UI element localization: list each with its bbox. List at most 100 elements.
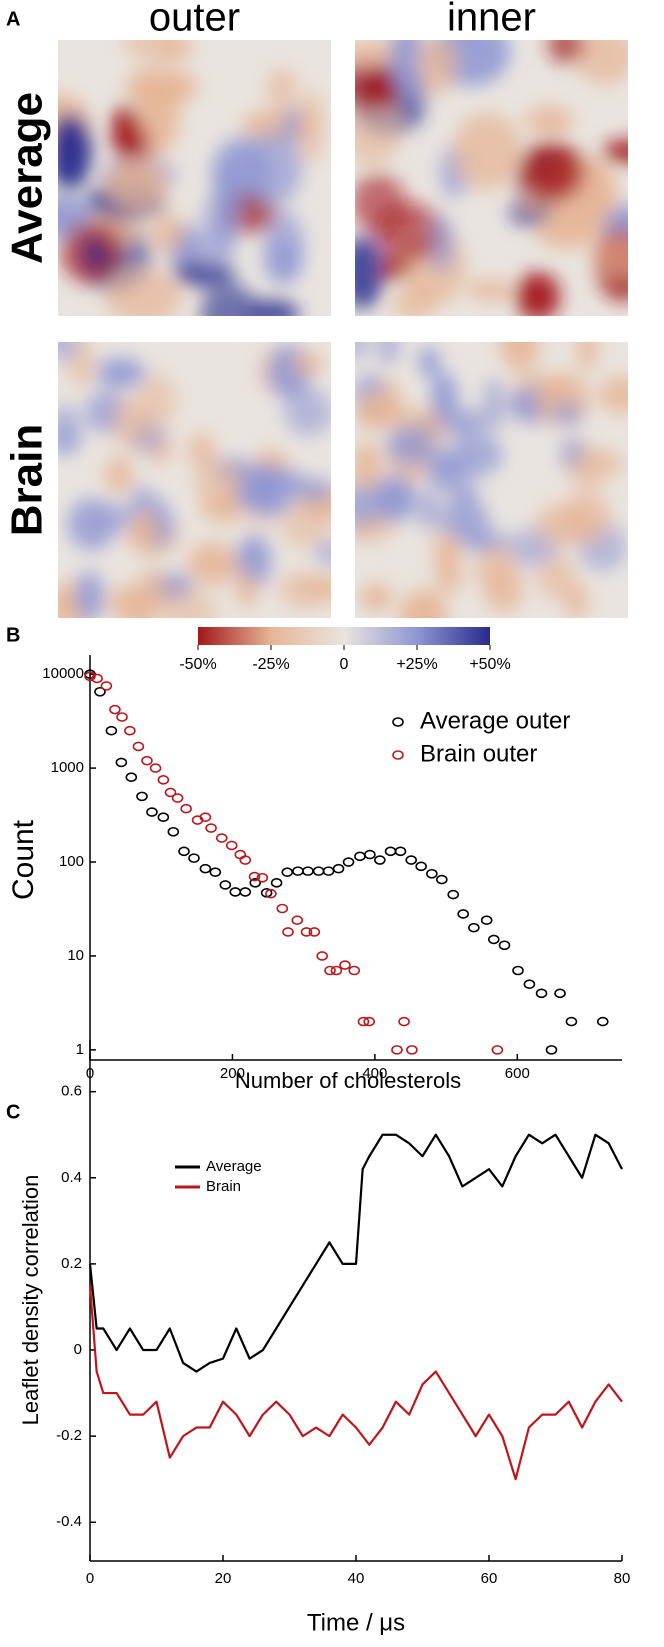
point [332, 863, 345, 874]
heatmap-panel [58, 342, 331, 618]
legend-label: Brain [206, 1178, 241, 1195]
point [488, 934, 500, 945]
point [447, 889, 460, 900]
x-tick-label: 80 [614, 1570, 631, 1587]
colorbar [198, 627, 490, 645]
y-tick-label: 100 [59, 853, 84, 870]
point [292, 866, 304, 876]
point [339, 960, 351, 970]
heatmap-panel [58, 40, 331, 316]
point [164, 787, 177, 798]
point [330, 965, 343, 976]
point [512, 965, 524, 976]
x-tick-label: 60 [481, 1570, 498, 1587]
point [115, 757, 128, 768]
x-tick-label: 400 [362, 1065, 387, 1082]
point [146, 807, 158, 817]
heatmap-blob [376, 342, 401, 365]
heatmap-blob [84, 238, 107, 267]
point [354, 851, 366, 862]
heatmap-blob [58, 405, 81, 456]
point [256, 872, 269, 883]
heatmap-blobs [58, 342, 331, 618]
point [523, 979, 536, 990]
point [180, 803, 192, 814]
point [308, 927, 321, 937]
point [234, 849, 247, 860]
x-tick-label: 600 [505, 1065, 530, 1082]
y-tick-label: 0.2 [61, 1255, 82, 1272]
heatmap-blob [499, 342, 540, 371]
x-tick-label: 0 [86, 1570, 94, 1587]
point [105, 725, 118, 736]
point [545, 1045, 558, 1055]
heatmap-blob [466, 279, 515, 302]
point [249, 878, 262, 888]
heatmap-blob [399, 589, 448, 618]
point [276, 903, 289, 914]
colorbar-tick-label: -25% [252, 656, 289, 673]
heatmap-blob [378, 258, 410, 280]
point [205, 823, 217, 833]
heatmap-blob [525, 106, 574, 135]
x-tick-label: 40 [348, 1570, 365, 1587]
point [300, 927, 313, 937]
colorbar-tick-label: -50% [179, 656, 216, 673]
legend-label: Brain outer [420, 740, 537, 767]
y-tick-label: 10 [67, 947, 84, 964]
heatmap-blob [561, 491, 612, 545]
point [405, 855, 417, 865]
point [384, 846, 397, 857]
y-tick-label: 0.4 [61, 1169, 82, 1186]
heatmap-blob [602, 139, 628, 164]
heatmap-blob [355, 342, 367, 357]
heatmap-blob [58, 342, 80, 362]
point [171, 793, 184, 803]
point [357, 1016, 370, 1027]
panel-label: C [6, 1101, 20, 1123]
heatmap-blob [241, 132, 303, 206]
heatmap-blob [564, 581, 589, 618]
point [565, 1016, 578, 1027]
heatmap-blob [537, 554, 576, 600]
heatmap-blob [366, 71, 394, 109]
point [302, 866, 314, 876]
heatmap-blob [374, 202, 444, 263]
point [219, 880, 232, 890]
heatmap-blob [452, 112, 522, 191]
heatmap-blob [193, 459, 244, 506]
y-axis-label: Leaflet density correlation [18, 1175, 43, 1426]
point [457, 909, 469, 919]
legend-marker [392, 750, 404, 760]
heatmap-blob [284, 388, 331, 436]
heatmap-blob [589, 236, 628, 279]
heatmap-blob [96, 357, 146, 388]
heatmap-blob [231, 465, 284, 510]
point [136, 791, 148, 802]
heatmap-blob [111, 105, 139, 158]
heatmap-blob [216, 157, 242, 232]
legend-label: Average [206, 1158, 262, 1175]
point [436, 874, 448, 885]
point [406, 1045, 418, 1055]
point [199, 863, 212, 874]
legend-label: Average outer [420, 707, 570, 734]
point [239, 887, 252, 897]
point [100, 681, 113, 691]
heatmap-blob [515, 272, 561, 316]
point [596, 1016, 609, 1027]
heatmap-blob [431, 372, 457, 420]
point [498, 940, 511, 951]
heatmap-blob [355, 236, 385, 309]
point [468, 922, 480, 933]
point [132, 741, 145, 752]
heatmap-blob [98, 504, 136, 533]
column-label: outer [149, 0, 240, 40]
heatmap-blob [58, 113, 92, 190]
colorbar-tick-label: 0 [340, 656, 349, 673]
heatmap-blob [551, 401, 583, 426]
legend-marker [392, 717, 404, 727]
heatmap-blob [355, 391, 406, 426]
heatmap-blob [428, 216, 455, 273]
